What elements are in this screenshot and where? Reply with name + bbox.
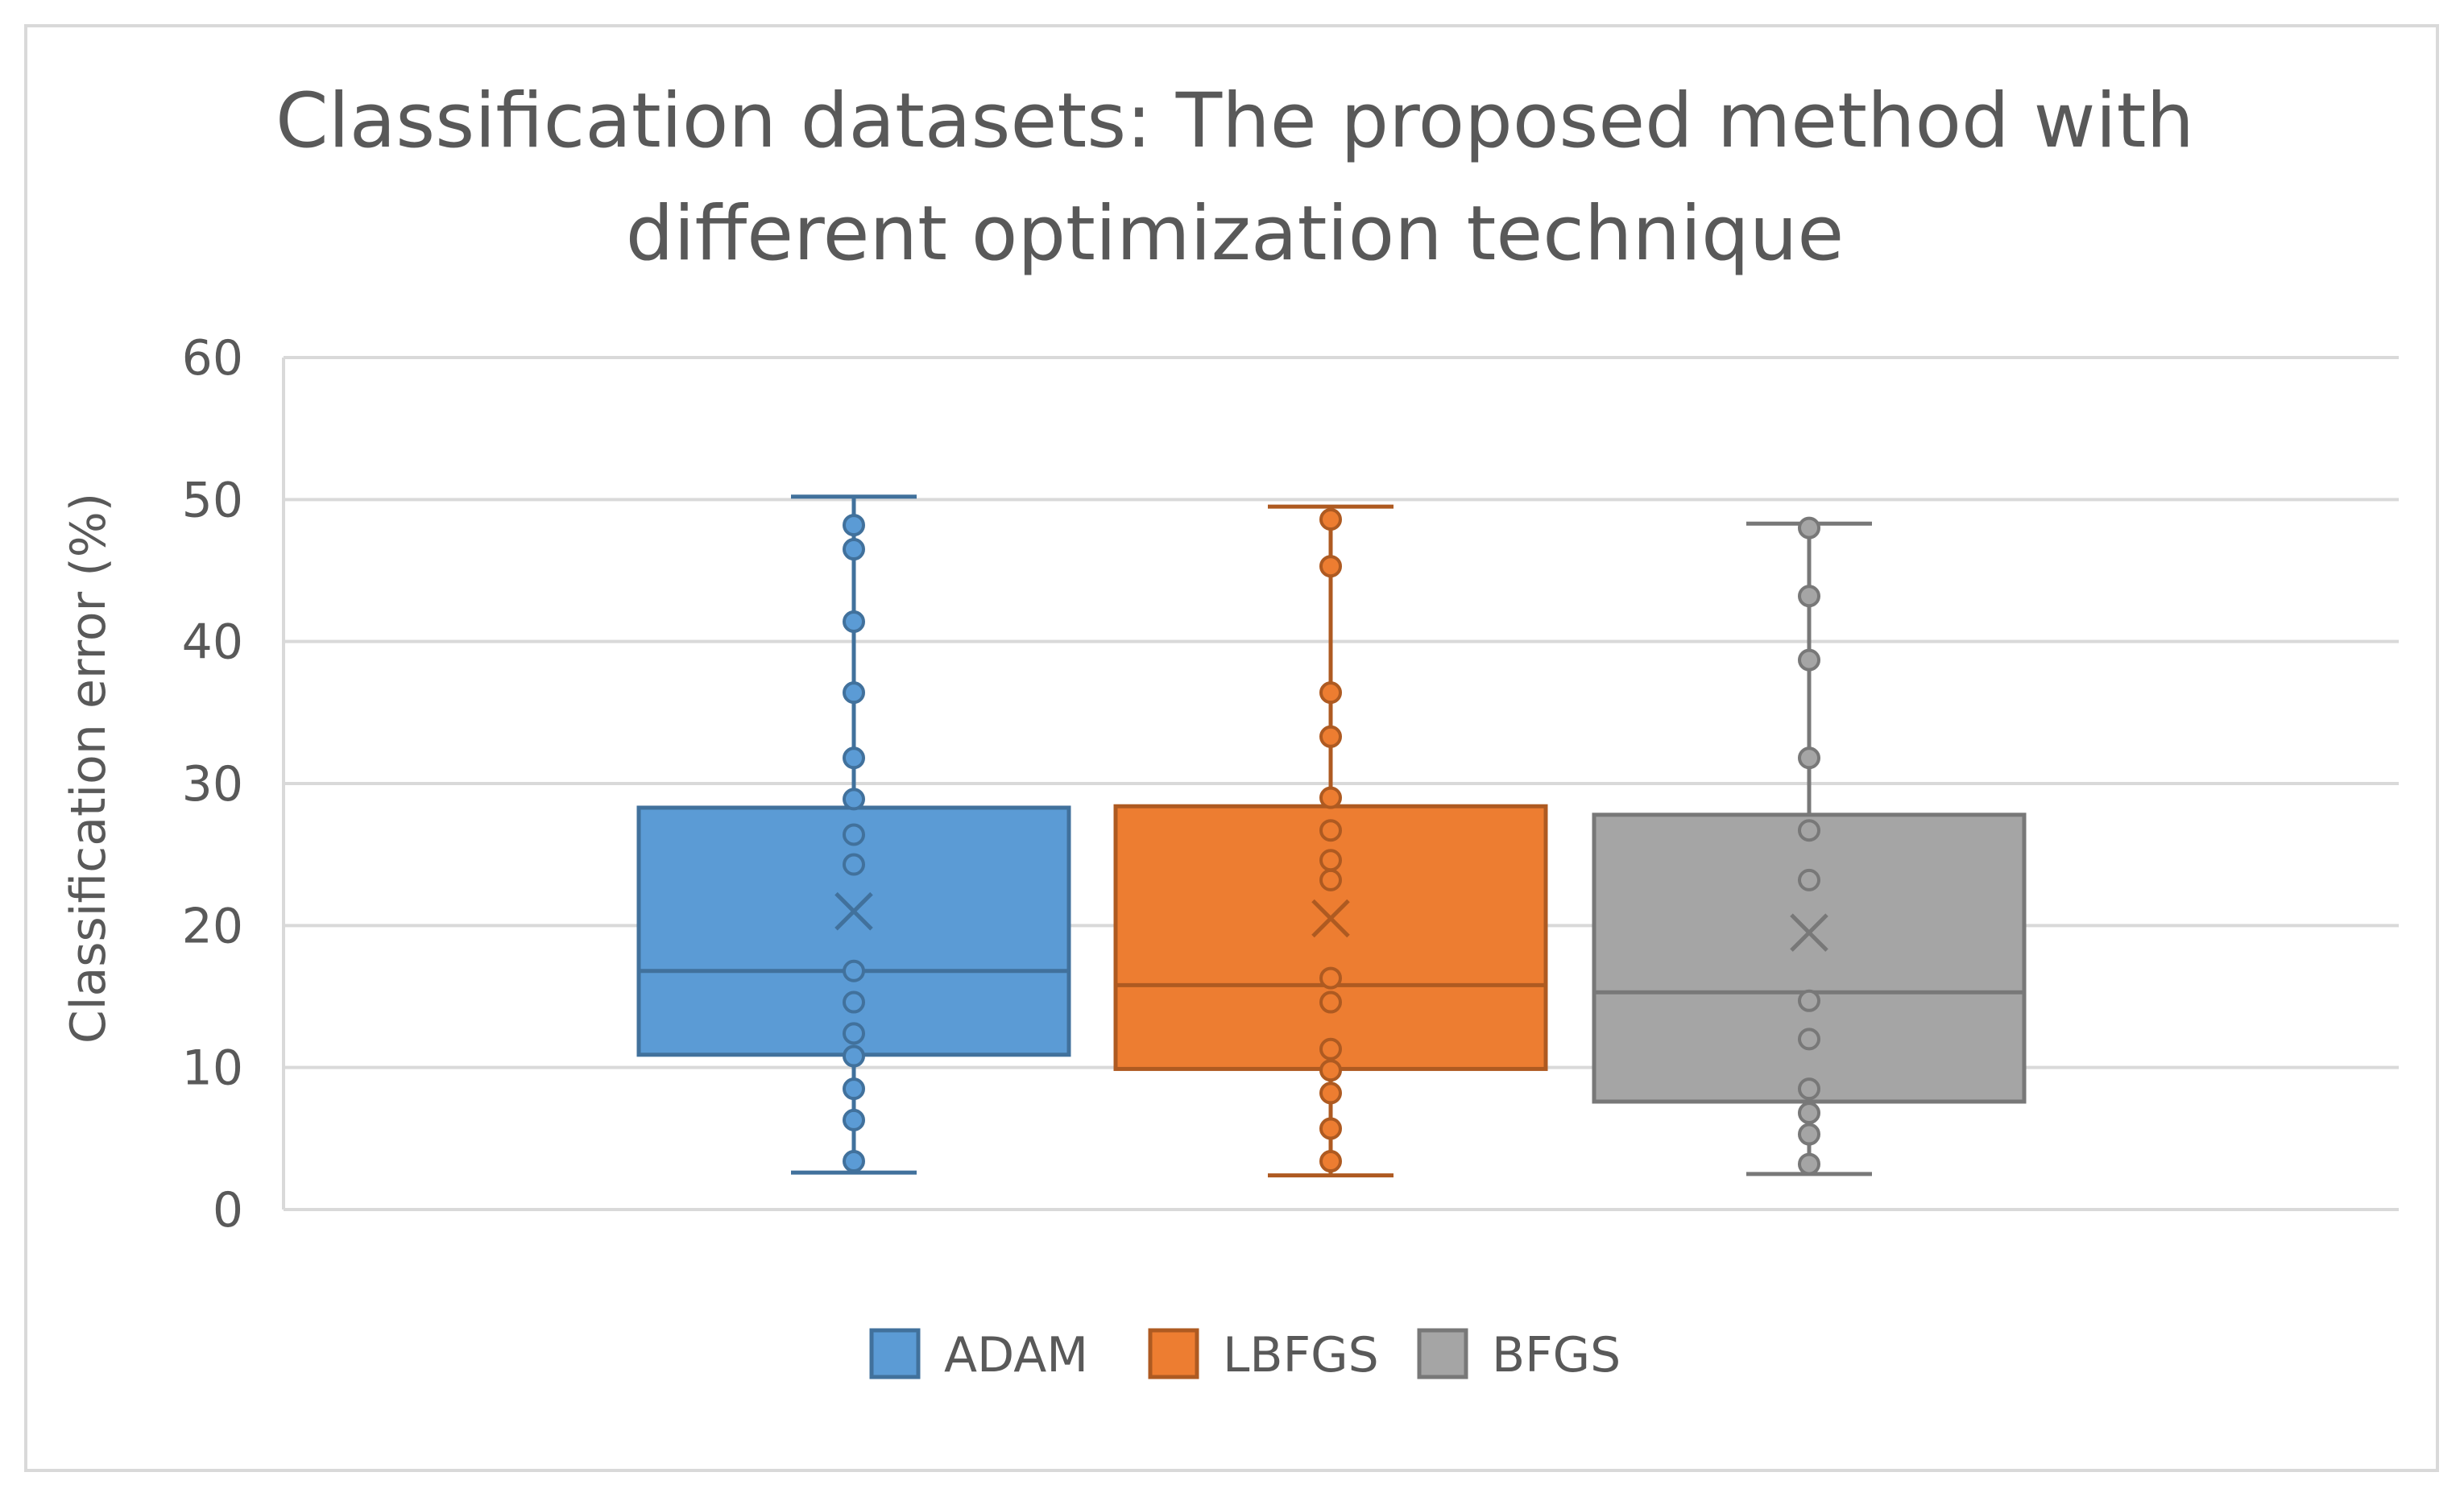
data-point bbox=[843, 1077, 865, 1101]
data-point bbox=[1798, 1077, 1820, 1101]
mean-marker bbox=[834, 891, 873, 931]
y-axis-label: Classification error (%) bbox=[60, 493, 117, 1044]
data-point bbox=[843, 823, 865, 846]
data-point bbox=[1798, 1028, 1820, 1051]
chart-title: Classification datasets: The proposed me… bbox=[275, 77, 2194, 278]
legend: ADAM LBFGS BFGS bbox=[869, 1327, 1621, 1383]
data-point bbox=[1319, 966, 1342, 990]
data-point bbox=[843, 1108, 865, 1131]
data-point bbox=[1319, 819, 1342, 842]
data-point bbox=[1319, 1117, 1342, 1140]
data-point bbox=[843, 1150, 865, 1173]
data-point bbox=[1319, 1037, 1342, 1061]
legend-swatch-adam bbox=[869, 1328, 921, 1379]
data-point bbox=[843, 681, 865, 705]
legend-swatch-lbfgs bbox=[1148, 1328, 1199, 1379]
box-lbfgs bbox=[1113, 504, 1548, 1178]
data-point bbox=[843, 788, 865, 811]
data-point bbox=[1319, 555, 1342, 578]
legend-label-lbfgs: LBFGS bbox=[1223, 1327, 1379, 1383]
data-point bbox=[1319, 1081, 1342, 1105]
data-point bbox=[843, 746, 865, 770]
data-point bbox=[843, 514, 865, 537]
data-point bbox=[1798, 746, 1820, 770]
mean-marker bbox=[1311, 899, 1350, 938]
y-tick-label: 0 bbox=[213, 1182, 243, 1239]
box-bfgs bbox=[1592, 516, 2027, 1177]
chart-title-line-2: different optimization technique bbox=[626, 190, 1845, 278]
y-tick-label: 30 bbox=[182, 756, 243, 813]
box-plot-chart: Classification datasets: The proposed me… bbox=[60, 77, 2399, 1383]
y-axis-ticks: 0 10 20 30 40 50 60 bbox=[182, 330, 243, 1239]
legend-label-bfgs: BFGS bbox=[1492, 1327, 1621, 1383]
data-point bbox=[1319, 990, 1342, 1014]
data-point bbox=[1319, 508, 1342, 531]
data-point bbox=[1798, 819, 1820, 842]
data-point bbox=[843, 1044, 865, 1068]
data-point bbox=[1319, 849, 1342, 872]
data-point bbox=[1319, 786, 1342, 809]
data-point bbox=[1798, 1152, 1820, 1176]
data-point bbox=[1319, 868, 1342, 891]
y-tick-label: 50 bbox=[182, 472, 243, 528]
data-point bbox=[1798, 516, 1820, 540]
data-point bbox=[843, 610, 865, 633]
data-point bbox=[1798, 585, 1820, 608]
iqr-box bbox=[1113, 804, 1548, 1071]
data-point bbox=[843, 990, 865, 1014]
legend-swatch-bfgs bbox=[1417, 1328, 1468, 1379]
y-tick-label: 40 bbox=[182, 614, 243, 671]
data-point bbox=[1798, 868, 1820, 891]
iqr-box bbox=[1592, 813, 2027, 1104]
iqr-box bbox=[636, 805, 1071, 1057]
y-tick-label: 20 bbox=[182, 898, 243, 954]
data-point bbox=[1798, 1123, 1820, 1146]
data-point bbox=[1798, 989, 1820, 1012]
data-point bbox=[843, 538, 865, 561]
data-point bbox=[843, 959, 865, 982]
data-point bbox=[1319, 1150, 1342, 1173]
data-point bbox=[1319, 725, 1342, 748]
legend-label-adam: ADAM bbox=[944, 1327, 1088, 1383]
chart-title-line-1: Classification datasets: The proposed me… bbox=[275, 77, 2194, 165]
data-point bbox=[843, 1022, 865, 1045]
data-point bbox=[1798, 648, 1820, 672]
data-point bbox=[1319, 681, 1342, 705]
box-adam bbox=[636, 494, 1071, 1175]
data-point bbox=[1798, 1102, 1820, 1125]
gridlines bbox=[282, 356, 2399, 1211]
data-point bbox=[1319, 1059, 1342, 1082]
box-series bbox=[636, 494, 2027, 1178]
y-tick-label: 60 bbox=[182, 330, 243, 387]
mean-marker bbox=[1790, 913, 1828, 952]
y-tick-label: 10 bbox=[182, 1040, 243, 1097]
data-point bbox=[843, 853, 865, 876]
chart-frame: Classification datasets: The proposed me… bbox=[24, 24, 2439, 1472]
